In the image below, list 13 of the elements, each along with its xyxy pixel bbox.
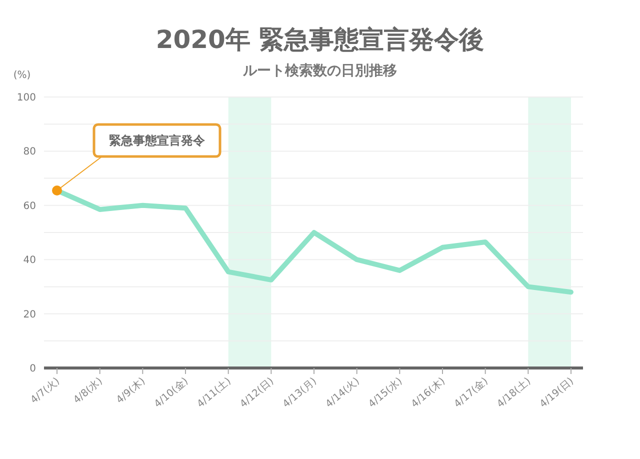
chart-subtitle: ルート検索数の日別推移	[242, 63, 397, 79]
x-tick-label: 4/9(木)	[114, 375, 148, 406]
x-tick-label: 4/8(水)	[71, 375, 105, 406]
y-tick-label: 20	[23, 309, 36, 320]
y-axis-title: (%)	[13, 70, 31, 81]
x-tick-label: 4/7(火)	[28, 375, 62, 406]
y-tick-label: 60	[23, 200, 36, 212]
y-tick-label: 40	[23, 255, 36, 266]
y-tick-label: 100	[16, 92, 36, 104]
annotation: 緊急事態宣言発令	[109, 134, 206, 148]
chart-title: 2020年 緊急事態宣言発令後	[156, 25, 484, 54]
y-tick-label: 80	[23, 146, 36, 158]
y-tick-label: 0	[30, 364, 36, 374]
